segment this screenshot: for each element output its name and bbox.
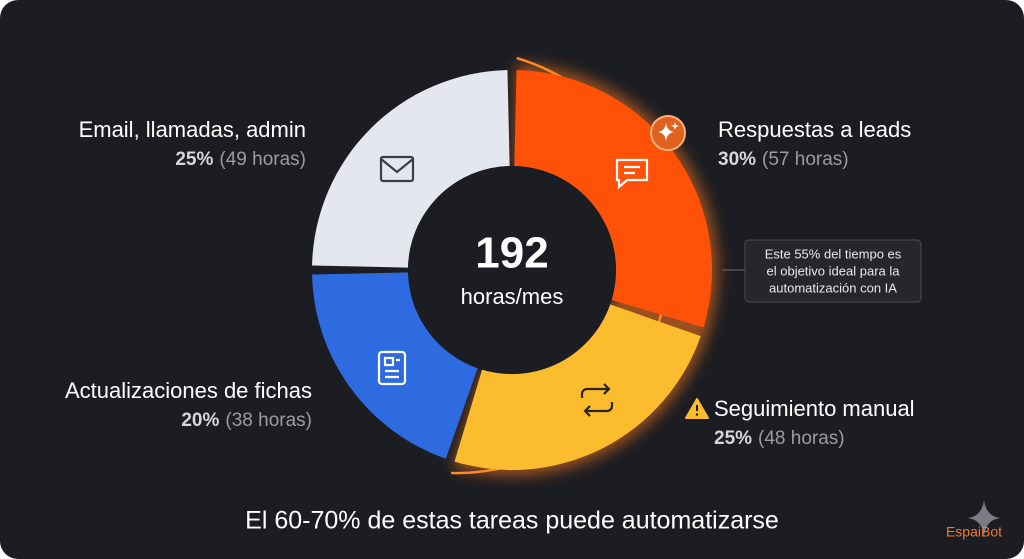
detail-label: (48 horas) <box>758 428 845 449</box>
category-label: Actualizaciones de fichas <box>65 378 312 403</box>
slice <box>312 272 478 459</box>
slice <box>514 70 713 328</box>
category-label: Email, llamadas, admin <box>79 117 306 142</box>
annotation-box <box>744 239 922 303</box>
center-label: horas/mes <box>461 284 564 309</box>
chat-icon <box>615 158 649 190</box>
slice <box>312 70 510 268</box>
value-line: 25% (49 horas) <box>175 149 306 170</box>
value-line: 20% (38 horas) <box>181 410 312 431</box>
value-label: 25% <box>714 428 752 449</box>
category-label: Respuestas a leads <box>718 117 911 142</box>
envelope-icon <box>379 155 415 183</box>
value-label: 25% <box>175 149 213 170</box>
value-label: 30% <box>718 149 756 170</box>
detail-label: (38 horas) <box>225 410 312 431</box>
slice <box>454 304 701 470</box>
sparkle-badge <box>650 115 686 151</box>
value-label: 20% <box>181 410 219 431</box>
donut-hole <box>408 166 616 374</box>
value-line: 25% (48 horas) <box>714 428 845 449</box>
repeat-icon <box>580 383 614 417</box>
annotation-line: el objetivo ideal para la <box>767 263 901 278</box>
annotation-line: automatización con IA <box>769 280 897 295</box>
warning-icon <box>685 398 709 419</box>
detail-label: (57 horas) <box>762 149 849 170</box>
value-line: 30% (57 horas) <box>718 149 849 170</box>
annotation-line: Este 55% del tiempo es <box>765 246 902 261</box>
center-value: 192 <box>475 229 548 278</box>
document-icon <box>377 350 407 386</box>
brand: EspaiBot <box>946 524 1002 540</box>
category-label: Seguimiento manual <box>714 396 915 421</box>
slices <box>312 70 713 470</box>
labels: Respuestas a leads 30% (57 horas) Seguimien… <box>65 117 915 449</box>
brand-logo <box>968 500 1000 536</box>
detail-label: (49 horas) <box>219 149 306 170</box>
footer: El 60-70% de estas tareas puede automati… <box>245 507 779 535</box>
